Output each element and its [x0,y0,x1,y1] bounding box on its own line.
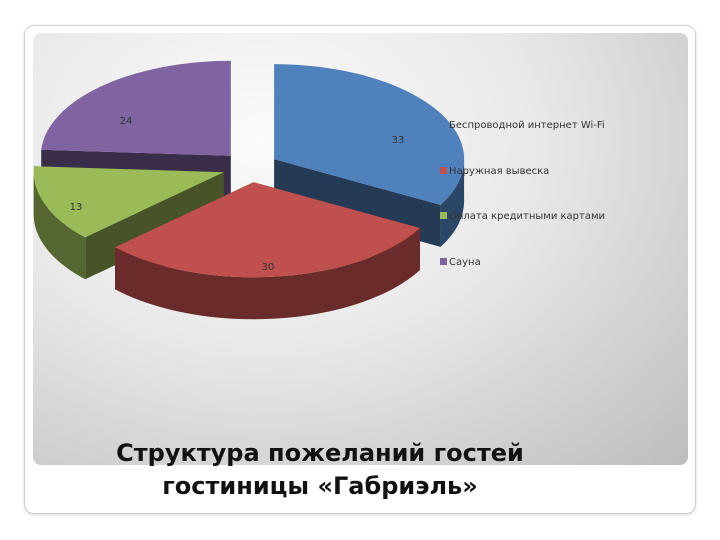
legend-item-1: Беспроводной интернет Wi-Fi [440,120,605,131]
legend-item-3: Оплата кредитными картами [440,211,605,222]
data-label-1: 33 [392,135,405,146]
legend-item-4: Сауна [440,257,481,268]
legend-swatch-1 [440,121,447,128]
chart-title-line-1: Структура пожеланий гостей [116,439,524,467]
legend-swatch-2 [440,167,447,174]
pie-slice-3-wall [33,172,86,280]
pie-slice-2-top [115,182,421,278]
legend-swatch-4 [440,258,447,265]
chart-title: Структура пожеланий гостей гостиницы «Га… [60,437,580,503]
pie-slice-1-top [274,64,465,205]
legend-label-2: Наружная вывеска [449,166,549,177]
pie-slice-2 [115,182,421,320]
pie-slice-3-top [33,166,224,238]
pie-slice-4-top [41,60,231,156]
legend-item-2: Наружная вывеска [440,166,549,177]
legend-swatch-3 [440,212,447,219]
data-label-3: 13 [70,202,83,213]
chart-title-line-2: гостиницы «Габриэль» [162,472,478,500]
legend-label-4: Сауна [449,257,481,268]
pie-slice-1-wall [440,159,465,247]
pie-slice-2-wall [115,228,421,320]
legend-label-3: Оплата кредитными картами [449,211,605,222]
data-label-4: 24 [120,116,133,127]
legend-label-1: Беспроводной интернет Wi-Fi [449,120,605,131]
data-label-2: 30 [262,262,275,273]
